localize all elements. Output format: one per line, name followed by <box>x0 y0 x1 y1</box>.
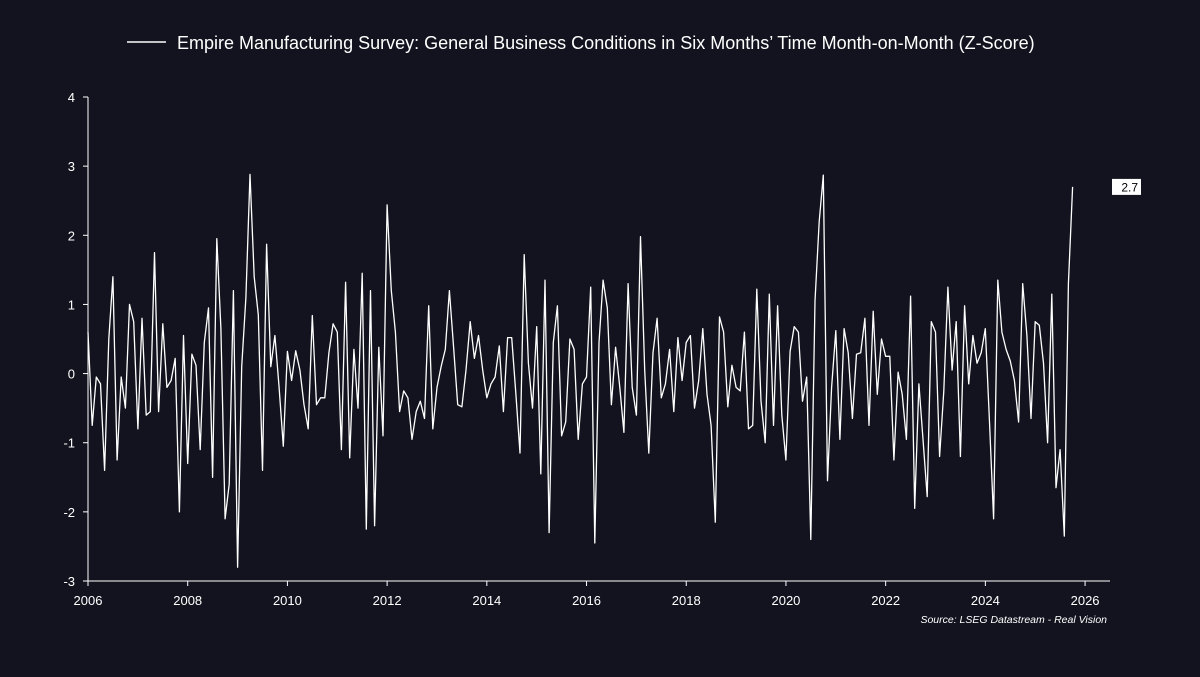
x-tick-label: 2014 <box>472 593 501 608</box>
source-note: Source: LSEG Datastream - Real Vision <box>920 614 1107 626</box>
x-tick-label: 2006 <box>74 593 103 608</box>
x-tick-label: 2016 <box>572 593 601 608</box>
y-tick-label: 1 <box>68 297 75 312</box>
x-tick-label: 2022 <box>871 593 900 608</box>
legend: Empire Manufacturing Survey: General Bus… <box>127 33 1035 53</box>
y-tick-label: 0 <box>68 367 75 382</box>
last-value-box <box>1112 178 1141 195</box>
series-line <box>87 173 1074 568</box>
y-tick-label: -2 <box>63 505 75 520</box>
y-tick-label: -3 <box>63 574 75 589</box>
y-axis: -3 -2 -1 0 1 2 3 4 <box>63 90 89 589</box>
last-value-text: 2.7 <box>1121 180 1138 194</box>
y-tick-label: -1 <box>63 436 75 451</box>
x-tick-label: 2024 <box>971 593 1000 608</box>
x-tick-label: 2010 <box>273 593 302 608</box>
y-tick-label: 2 <box>68 228 75 243</box>
x-tick-label: 2018 <box>672 593 701 608</box>
x-tick-label: 2012 <box>373 593 402 608</box>
last-value-label: 2.7 <box>1112 178 1141 195</box>
x-axis: 2006 2008 2010 2012 2014 2016 2018 2020 2022 2024… <box>74 580 1110 608</box>
x-tick-label: 2020 <box>771 593 800 608</box>
y-tick-label: 3 <box>68 159 75 174</box>
y-tick-label: 4 <box>68 90 75 105</box>
legend-label: Empire Manufacturing Survey: General Bus… <box>177 33 1035 53</box>
x-tick-label: 2026 <box>1071 593 1100 608</box>
x-tick-label: 2008 <box>173 593 202 608</box>
